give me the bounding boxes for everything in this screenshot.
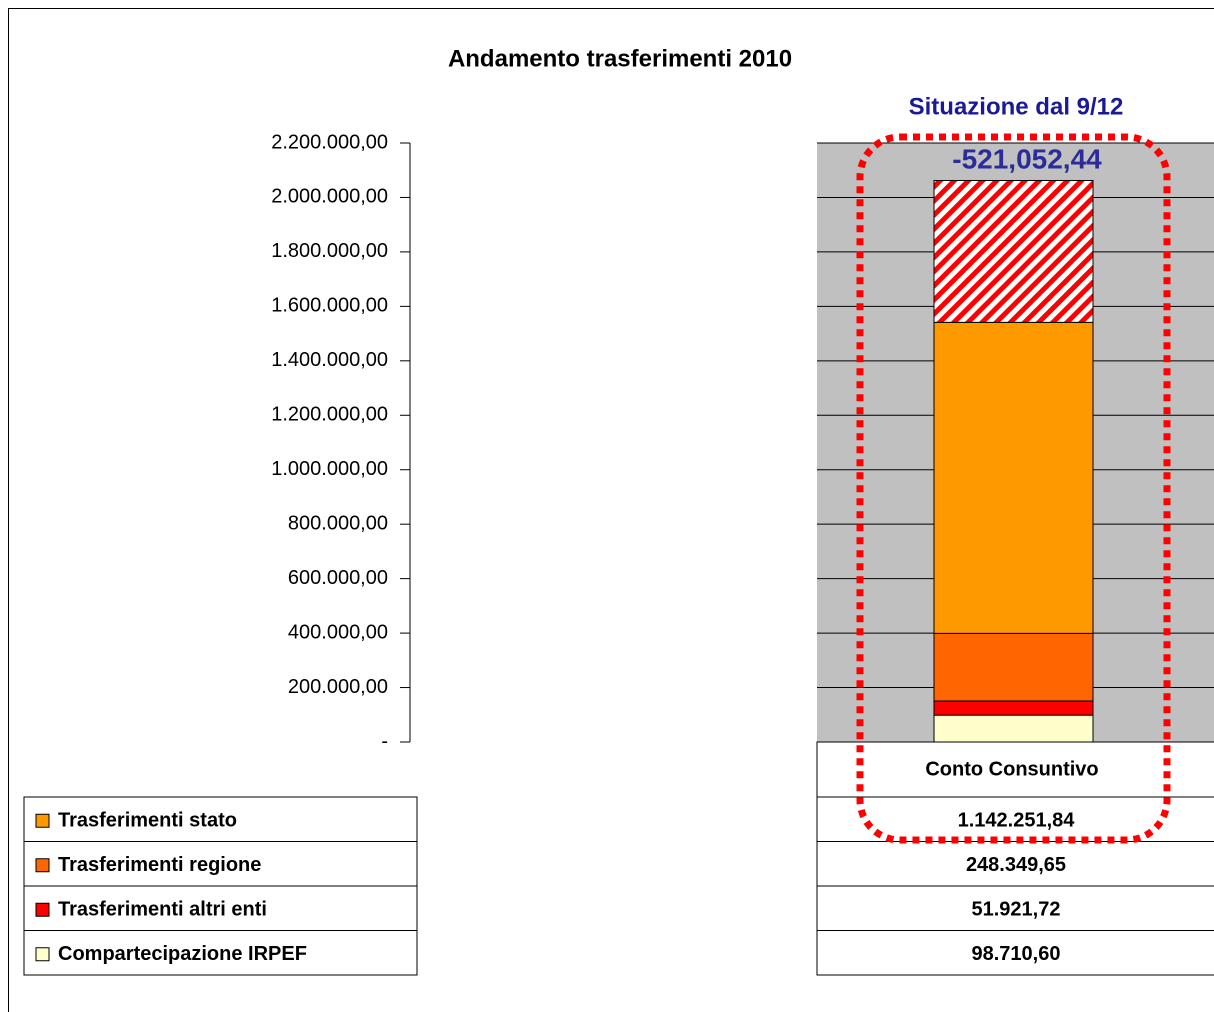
category-label: Conto Consuntivo [925, 758, 1098, 780]
value-label: 1.142.251,84 [958, 810, 1076, 832]
value-label: 51.921,72 [972, 899, 1061, 921]
legend-swatch [35, 947, 50, 962]
y-tick-label: 1.200.000,00 [271, 404, 388, 426]
bar-segment [933, 714, 1094, 743]
value-label: 248.349,65 [966, 854, 1066, 876]
legend-cell [23, 885, 418, 931]
legend-cell [23, 841, 418, 887]
y-tick-label: 600.000,00 [288, 567, 388, 589]
legend-cell [23, 796, 418, 842]
subtitle: Situazione dal 9/12 [909, 93, 1124, 120]
legend-cell [23, 930, 418, 976]
value-cell [816, 885, 1214, 931]
highlight-box [856, 133, 1171, 844]
y-tick-label: 2.200.000,00 [271, 131, 388, 153]
legend-swatch [35, 813, 50, 828]
chart-title: Andamento trasferimenti 2010 [448, 45, 792, 72]
y-tick-label: - [381, 730, 388, 752]
deficit-segment [933, 179, 1094, 323]
y-tick-label: 1.600.000,00 [271, 295, 388, 317]
y-tick-label: 800.000,00 [288, 512, 388, 534]
legend-swatch [35, 858, 50, 873]
table-header-cell [816, 741, 1214, 798]
legend-label: Compartecipazione IRPEF [58, 943, 307, 965]
y-tick-label: 1.000.000,00 [271, 458, 388, 480]
legend-label: Trasferimenti stato [58, 810, 237, 832]
legend-swatch [35, 902, 50, 917]
value-label: 98.710,60 [972, 943, 1061, 965]
y-tick-label: 2.000.000,00 [271, 186, 388, 208]
bar-segment [933, 700, 1094, 716]
y-tick-label: 400.000,00 [288, 621, 388, 643]
legend-label: Trasferimenti regione [58, 854, 261, 876]
y-tick-label: 200.000,00 [288, 676, 388, 698]
value-cell [816, 930, 1214, 976]
deficit-label: -521,052,44 [952, 143, 1102, 174]
bar-segment [933, 321, 1094, 634]
value-cell [816, 841, 1214, 887]
legend-label: Trasferimenti altri enti [58, 899, 267, 921]
y-tick-label: 1.400.000,00 [271, 349, 388, 371]
bar-segment [933, 632, 1094, 702]
y-tick-label: 1.800.000,00 [271, 240, 388, 262]
